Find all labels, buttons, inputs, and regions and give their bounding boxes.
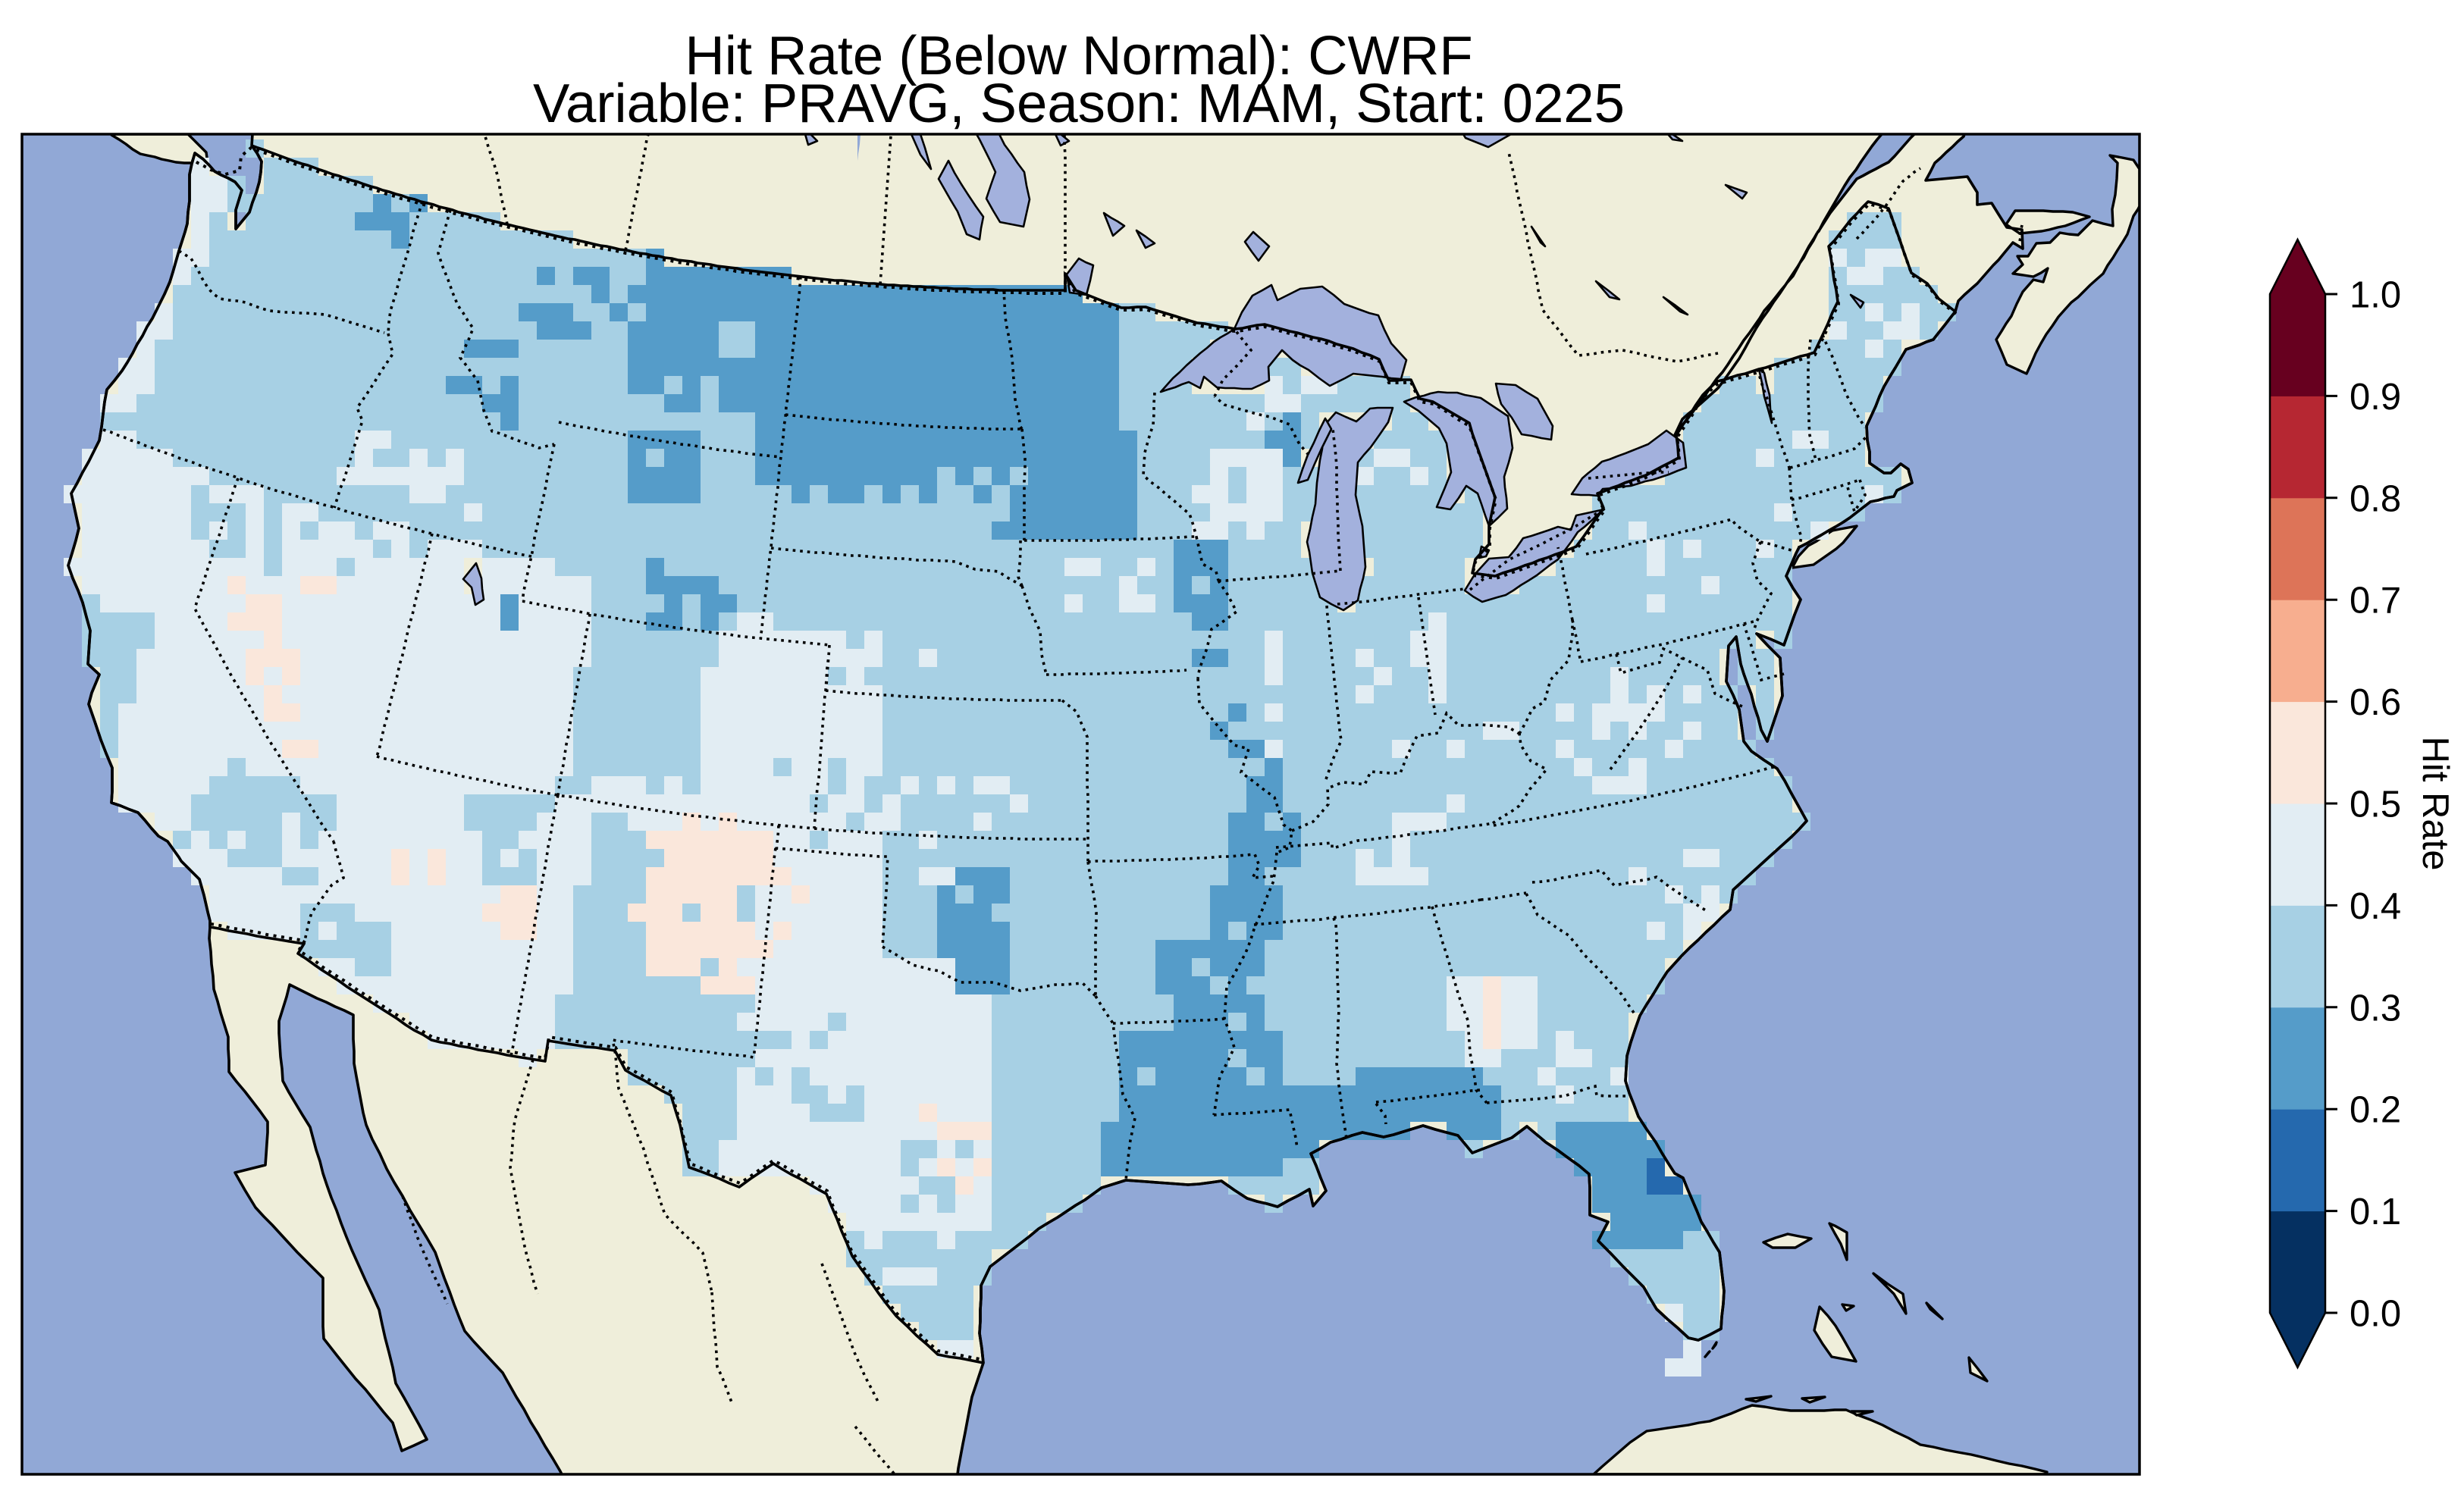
svg-text:0.0: 0.0 [2350,1294,2401,1335]
svg-text:0.1: 0.1 [2350,1192,2401,1232]
svg-text:0.8: 0.8 [2350,478,2401,519]
svg-text:0.6: 0.6 [2350,682,2401,723]
svg-text:0.5: 0.5 [2350,785,2401,825]
svg-text:Hit Rate: Hit Rate [2415,736,2456,870]
svg-text:0.2: 0.2 [2350,1090,2401,1131]
svg-text:Variable: PRAVG, Season: MAM,: Variable: PRAVG, Season: MAM, Start: 022… [533,73,1625,134]
svg-text:0.4: 0.4 [2350,886,2401,927]
svg-text:0.7: 0.7 [2350,581,2401,622]
svg-text:1.0: 1.0 [2350,275,2401,316]
svg-text:0.3: 0.3 [2350,988,2401,1029]
svg-text:0.9: 0.9 [2350,377,2401,418]
svg-text:Hit Rate (Below Normal): CWRF: Hit Rate (Below Normal): CWRF [685,25,1472,86]
